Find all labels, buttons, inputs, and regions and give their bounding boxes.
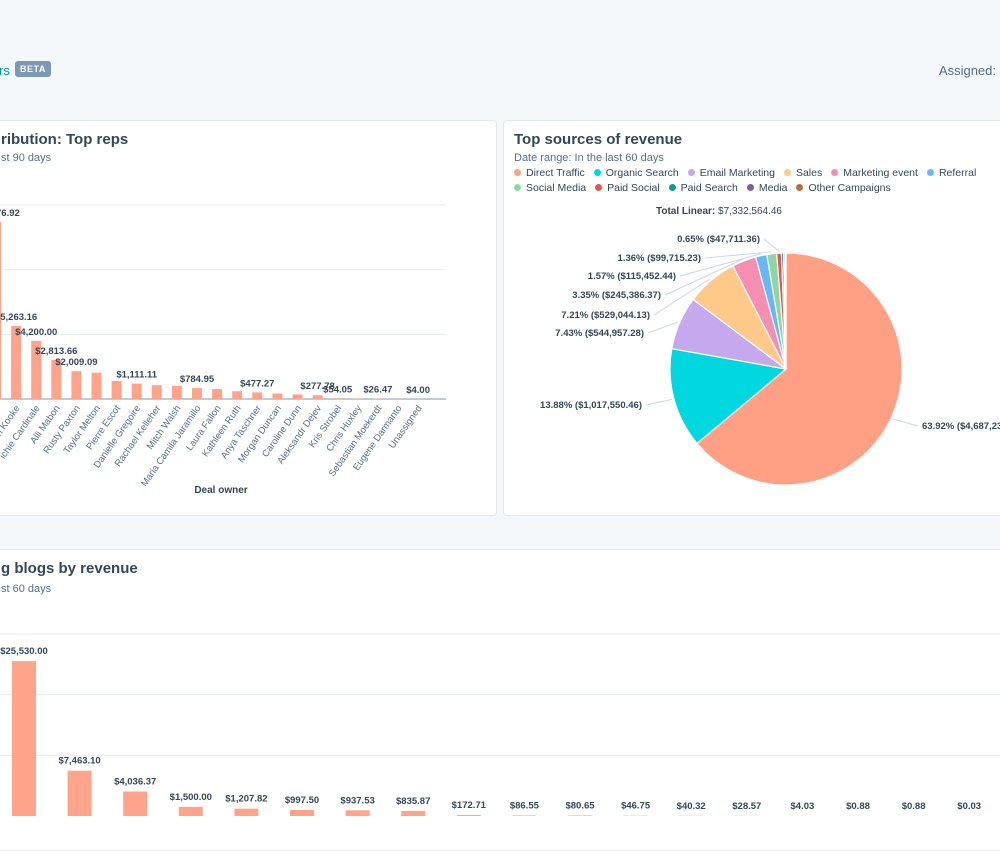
sources-pie-chart: 63.92% ($4,687,23 13.88% ($1,017,550.46) 7… [504,121,1000,515]
bar-value-label: $0.88 [902,801,926,812]
bar-value-label: $937.53 [340,795,374,806]
bar-value-label: $86.55 [510,800,540,811]
beta-badge: BETA [15,61,51,77]
reps-bar-chart: $12,776.92n$5,263.16n Kooke$4,200.00ichi… [0,121,496,515]
bar [132,384,142,399]
bar [152,385,162,399]
dashboard-title-fragment[interactable]: rs [0,63,10,78]
bar-value-label: $4.03 [791,801,815,812]
bar-value-label: $2,813.66 [35,346,77,357]
bar-value-label: $7,463.10 [58,756,100,767]
bar [112,381,122,399]
slice-label: 13.88% ($1,017,550.46) [540,400,642,411]
bar-value-label: $12,776.92 [0,208,20,219]
bar [71,371,81,399]
x-axis-title: Deal owner [194,485,247,496]
slice-label: 0.65% ($47,711.36) [677,234,760,245]
slice-label: 1.57% ($115,452.44) [588,271,676,282]
bar [333,398,343,399]
slice-label: 7.43% ($544,957.28) [555,328,644,339]
bar-value-label: $54.05 [323,384,353,395]
bar-value-label: $1,207.82 [225,794,267,805]
bar [123,792,147,816]
bar [252,392,262,399]
bar-value-label: $172.71 [452,800,487,811]
slice-label: 1.36% ($99,715.23) [618,253,701,264]
bar [192,388,202,399]
bar-value-label: $784.95 [180,374,215,385]
bar [212,389,222,399]
bar [232,391,242,399]
bar-value-label: $40.32 [677,801,706,812]
bar-value-label: $80.65 [565,801,595,812]
bar [272,393,282,399]
x-tick-label: n [0,403,2,414]
bar-value-label: $1,111.11 [116,370,157,381]
leader-line [646,399,672,405]
bar-value-label: $1,500.00 [170,792,212,803]
bar-value-label: $4,200.00 [15,327,57,338]
blogs-revenue-card: g blogs by revenue st 60 days $25,530.00… [0,549,1000,851]
bar-value-label: $835.87 [396,796,430,807]
bar-value-label: $4,036.37 [114,777,156,788]
bar [457,815,481,816]
bar-value-label: $28.57 [732,801,761,812]
leader-line [764,239,779,251]
bar [313,395,323,399]
bar-value-label: $25,530.00 [0,646,48,657]
bar [512,815,536,816]
leader-line [893,419,918,426]
slice-label: 7.21% ($529,044.13) [561,310,650,321]
bar [179,807,203,816]
slice-label: 3.35% ($245,386.37) [572,290,661,301]
bar [0,222,1,399]
bar-value-label: $997.50 [285,795,319,806]
bar [234,809,258,816]
bar-value-label: $0.03 [957,801,981,812]
bar [401,811,425,816]
bar [12,661,36,816]
bar-value-label: $4.00 [406,385,430,396]
bar [353,398,363,399]
dashboard-header: rs BETA Assigned: [0,0,1000,100]
bar-value-label: $2,009.09 [55,357,97,368]
slice-label: 63.92% ($4,687,23 [922,421,1000,432]
bar [293,394,303,399]
leader-line [648,322,678,333]
bar-value-label: $26.47 [363,385,392,396]
bar-value-label: $477.27 [240,378,274,389]
bar-value-label: $0.88 [846,801,870,812]
assigned-filter-label[interactable]: Assigned: [939,63,996,78]
bar [346,810,370,816]
bar-value-label: $46.75 [621,801,651,812]
reps-revenue-card: ribution: Top reps st 90 days $12,776.92… [0,120,497,516]
blogs-bar-chart: $25,530.00 $7,463.10 $4,036.37 $1,500.00 $1,… [0,550,1000,850]
bar [68,771,92,816]
bar [92,373,102,399]
sources-revenue-card: Top sources of revenue Date range: In th… [503,120,1000,516]
bar [172,386,182,399]
bar-value-label: $5,263.16 [0,312,37,323]
